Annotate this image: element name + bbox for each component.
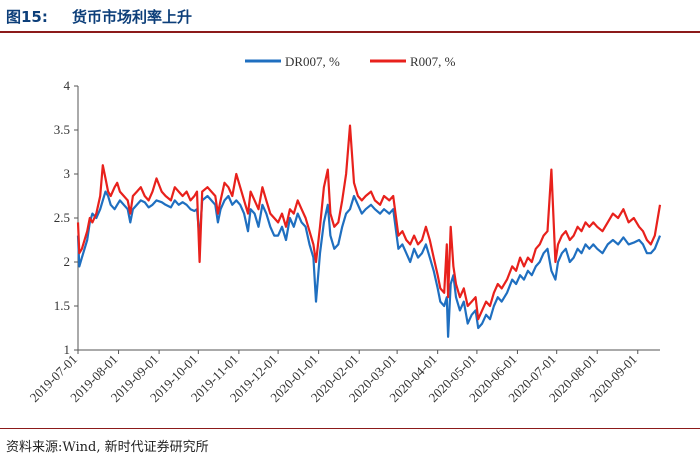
y-tick-label: 2.5 (54, 210, 70, 225)
source-note: 资料来源:Wind, 新时代证券研究所 (6, 440, 209, 455)
title-divider (0, 31, 700, 33)
series-line-r007 (76, 124, 662, 321)
y-tick-label: 2 (64, 254, 71, 269)
chart-title: 货币市场利率上升 (72, 8, 193, 26)
legend-label-dr007: DR007, % (285, 54, 340, 69)
legend-label-r007: R007, % (410, 54, 456, 69)
y-tick-label: 1.5 (54, 298, 70, 313)
series-line-dr007 (76, 190, 662, 338)
y-tick-label: 3.5 (54, 122, 70, 137)
y-tick-label: 1 (64, 342, 71, 357)
y-tick-label: 4 (64, 78, 71, 93)
figure-header: 图15: 货币市场利率上升 (0, 0, 700, 36)
y-tick-label: 3 (64, 166, 71, 181)
footer-divider (0, 428, 700, 429)
figure-number: 图15: (6, 8, 48, 26)
